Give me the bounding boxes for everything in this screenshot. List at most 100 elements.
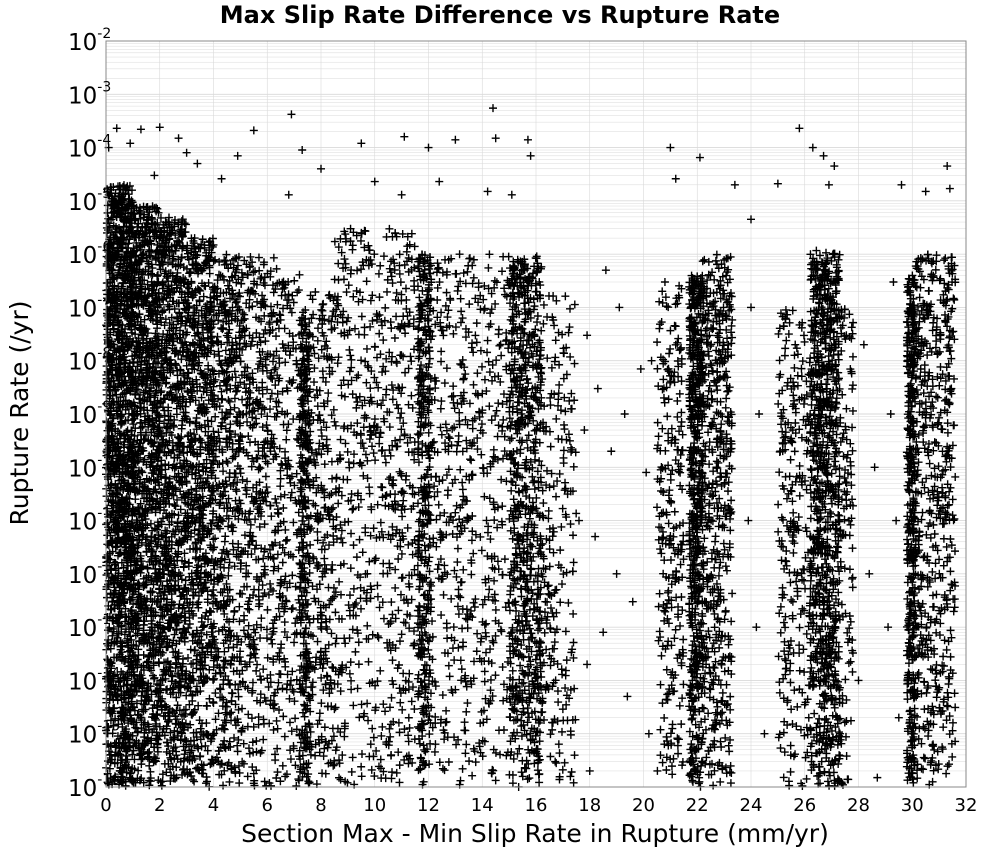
data-point bbox=[230, 733, 239, 742]
data-point bbox=[227, 696, 236, 705]
data-point bbox=[224, 643, 233, 652]
data-point bbox=[139, 650, 148, 659]
data-point bbox=[217, 174, 226, 183]
data-point bbox=[124, 384, 133, 393]
data-point bbox=[435, 177, 444, 186]
data-point bbox=[884, 623, 893, 632]
data-point bbox=[105, 263, 114, 272]
data-point bbox=[103, 569, 112, 578]
data-point bbox=[623, 692, 632, 701]
data-point bbox=[224, 563, 233, 572]
data-point bbox=[607, 447, 616, 456]
data-point bbox=[106, 708, 115, 717]
data-point bbox=[106, 716, 115, 725]
data-point bbox=[117, 622, 126, 631]
data-point bbox=[523, 135, 532, 144]
data-point bbox=[231, 769, 240, 778]
data-point bbox=[214, 316, 223, 325]
data-point bbox=[889, 278, 898, 287]
data-point bbox=[104, 464, 113, 473]
data-point bbox=[110, 739, 119, 748]
data-point bbox=[105, 366, 114, 375]
data-point bbox=[127, 623, 136, 632]
data-point bbox=[219, 781, 228, 790]
data-point bbox=[145, 761, 154, 770]
data-point bbox=[113, 411, 122, 420]
data-point bbox=[211, 534, 220, 543]
data-point bbox=[424, 143, 433, 152]
data-point bbox=[211, 689, 220, 698]
data-point bbox=[870, 463, 879, 472]
data-point bbox=[113, 246, 122, 255]
data-point bbox=[865, 569, 874, 578]
data-point bbox=[583, 331, 592, 340]
data-point bbox=[105, 549, 114, 558]
data-point bbox=[615, 303, 624, 312]
data-point bbox=[126, 632, 135, 641]
data-point bbox=[114, 268, 123, 277]
data-point bbox=[819, 151, 828, 160]
data-point bbox=[205, 606, 214, 615]
data-point bbox=[233, 151, 242, 160]
data-point bbox=[921, 187, 930, 196]
data-point bbox=[188, 775, 197, 784]
data-point bbox=[115, 750, 124, 759]
data-point bbox=[854, 676, 863, 685]
data-point bbox=[204, 396, 213, 405]
data-point bbox=[620, 410, 629, 418]
data-point bbox=[107, 501, 116, 510]
data-point bbox=[483, 187, 492, 196]
data-point bbox=[186, 645, 195, 654]
data-point bbox=[397, 190, 406, 199]
data-point bbox=[106, 774, 115, 783]
data-point bbox=[507, 190, 516, 199]
data-point bbox=[127, 186, 136, 195]
data-point bbox=[126, 607, 135, 616]
data-point bbox=[105, 235, 114, 244]
data-point bbox=[580, 426, 589, 435]
data-point bbox=[104, 453, 113, 462]
data-point bbox=[119, 476, 128, 485]
data-point bbox=[233, 741, 242, 750]
data-point bbox=[228, 652, 237, 661]
data-point bbox=[174, 134, 183, 143]
data-point bbox=[526, 151, 535, 160]
data-point bbox=[644, 729, 653, 738]
data-point bbox=[213, 332, 222, 341]
data-point bbox=[601, 266, 610, 275]
data-point bbox=[114, 533, 123, 542]
data-point bbox=[180, 549, 189, 558]
data-point bbox=[118, 270, 127, 279]
data-point bbox=[317, 164, 325, 173]
data-point bbox=[119, 181, 128, 190]
data-point bbox=[118, 642, 127, 651]
data-point bbox=[191, 419, 200, 428]
data-point bbox=[830, 162, 839, 171]
data-point bbox=[943, 162, 952, 171]
data-point bbox=[612, 569, 621, 578]
data-point bbox=[110, 759, 119, 768]
data-point bbox=[747, 215, 755, 224]
data-point bbox=[236, 333, 245, 342]
data-point bbox=[217, 387, 226, 396]
data-point bbox=[104, 285, 113, 294]
data-point bbox=[181, 576, 190, 585]
data-point bbox=[155, 123, 164, 132]
data-point bbox=[224, 571, 233, 580]
data-point bbox=[115, 450, 124, 459]
data-point bbox=[218, 325, 227, 334]
data-point bbox=[760, 729, 769, 738]
data-point bbox=[225, 777, 234, 786]
data-point bbox=[752, 623, 761, 632]
data-point bbox=[235, 602, 244, 611]
data-point bbox=[184, 558, 193, 567]
data-point bbox=[105, 612, 114, 621]
chart-title: Max Slip Rate Difference vs Rupture Rate bbox=[220, 1, 780, 29]
data-point bbox=[234, 735, 243, 744]
data-point bbox=[113, 618, 122, 627]
data-point bbox=[859, 340, 868, 349]
data-point bbox=[298, 146, 307, 155]
data-point bbox=[642, 468, 651, 477]
data-point bbox=[730, 180, 739, 189]
data-point bbox=[131, 495, 140, 504]
